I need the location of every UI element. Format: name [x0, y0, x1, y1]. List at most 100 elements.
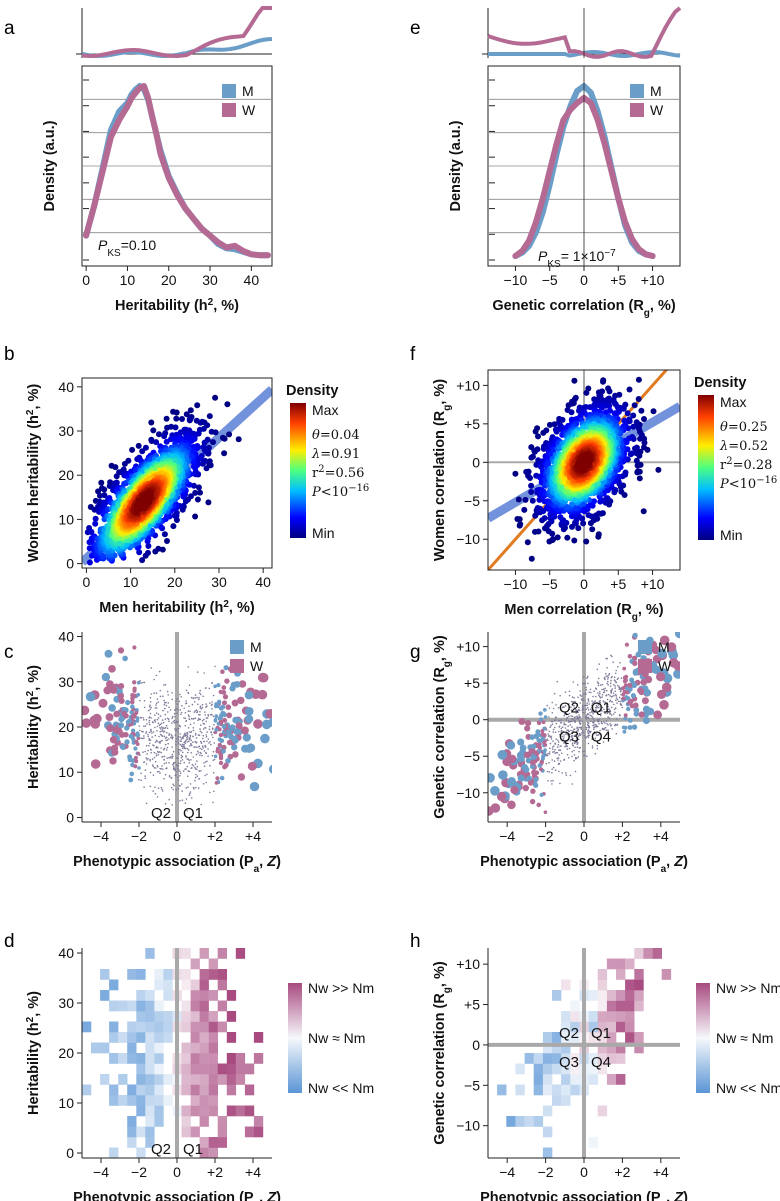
panel-g-point	[556, 752, 559, 754]
panel-c-point	[265, 709, 272, 719]
panel-g-point	[590, 708, 592, 710]
panel-f-point	[575, 525, 582, 532]
panel-g-point	[597, 734, 600, 736]
panel-c-point	[174, 761, 176, 764]
panel-g-point	[548, 707, 551, 709]
panel-g-point	[554, 716, 557, 718]
panel-c-point	[225, 729, 232, 735]
panel-e-legend-men-label: M	[650, 83, 662, 99]
panel-f-ytick-label: −5	[464, 493, 480, 509]
panel-g-point	[622, 729, 627, 734]
panel-c-point	[184, 768, 186, 770]
panel-f-lambda: λ=0.52	[719, 439, 768, 454]
panel-c-point	[151, 732, 153, 734]
panel-c-point	[184, 747, 186, 750]
panel-g-point	[548, 730, 551, 733]
panel-c-point	[168, 734, 170, 736]
panel-c-point	[189, 734, 192, 737]
panel-g-point	[600, 709, 603, 712]
panel-g-point	[609, 682, 612, 684]
panel-d-cell	[145, 1137, 155, 1148]
panel-c-point	[130, 728, 136, 733]
panel-g-point	[641, 697, 649, 705]
panel-g-point	[604, 726, 607, 729]
panel-c-point	[165, 739, 167, 742]
panel-b-point	[173, 409, 180, 416]
panel-c-point	[177, 741, 179, 743]
panel-c-point	[179, 748, 181, 751]
panel-g-point	[622, 666, 627, 671]
panel-c-point	[203, 672, 205, 674]
panel-c-point	[199, 707, 201, 709]
panel-g-point	[618, 685, 620, 688]
panel-b-point	[208, 428, 215, 435]
panel-g-point	[606, 722, 608, 725]
panel-c-point	[169, 756, 171, 759]
panel-c-point	[140, 779, 142, 782]
panel-g-point	[603, 721, 605, 723]
panel-c-point	[153, 692, 155, 694]
panel-g-point	[631, 724, 638, 730]
panel-c-point	[176, 707, 178, 710]
panel-c-point	[163, 755, 166, 758]
panel-f-point	[579, 459, 586, 466]
panel-c-point	[184, 735, 187, 737]
panel-g-point	[553, 750, 555, 753]
panel-c-point	[188, 715, 190, 718]
panel-c-point	[196, 746, 198, 748]
panel-b-point	[168, 423, 175, 430]
panel-g-point	[579, 690, 581, 692]
panel-c-point	[150, 717, 152, 719]
panel-f-point	[551, 421, 558, 428]
panel-c-point	[163, 762, 166, 765]
panel-c-ytick-label: 40	[58, 629, 74, 645]
panel-c-point	[189, 745, 191, 747]
panel-d-cell	[109, 1084, 119, 1096]
panel-g-point	[571, 711, 573, 713]
panel-g-point	[642, 705, 651, 713]
panel-g-point	[617, 700, 620, 703]
panel-g-point	[571, 750, 573, 753]
panel-c-point	[181, 705, 183, 707]
panel-c-point	[128, 733, 134, 739]
panel-c-point	[171, 746, 174, 748]
panel-c-point	[143, 725, 145, 727]
panel-g-point	[542, 749, 547, 754]
panel-g-point	[562, 739, 564, 742]
panel-c-point	[148, 719, 151, 722]
panel-c-ytick-label: 10	[58, 764, 74, 780]
panel-g-point	[587, 682, 589, 685]
panel-c-point	[213, 723, 215, 726]
panel-g-point	[596, 747, 599, 750]
panel-c-legend-men-swatch	[230, 640, 244, 654]
panel-c-point	[171, 804, 173, 806]
panel-c-point	[156, 718, 159, 721]
panel-g-point	[607, 680, 609, 683]
panel-c-point	[185, 700, 187, 702]
panel-c-point	[253, 719, 263, 729]
panel-a-xtick-label: 10	[120, 272, 136, 288]
panel-b-plot-area	[82, 386, 272, 566]
panel-c-point	[177, 748, 180, 751]
panel-d-cell	[109, 1095, 119, 1106]
panel-c-point	[211, 714, 213, 716]
panel-g-point	[613, 676, 616, 678]
panel-a-xtick-label: 30	[202, 272, 218, 288]
panel-c-point	[158, 770, 160, 773]
panel-g-point	[592, 718, 594, 720]
panel-c-point	[128, 777, 134, 783]
panel-g-point	[621, 725, 626, 730]
panel-b-point	[145, 543, 152, 549]
panel-c-point	[183, 744, 185, 746]
panel-f-point	[591, 498, 597, 505]
panel-c-point	[192, 697, 195, 700]
panel-g-point	[615, 718, 618, 720]
panel-g-point	[587, 716, 590, 718]
panel-c-point	[185, 787, 187, 789]
panel-c-point	[180, 757, 183, 759]
panel-g-point	[555, 751, 557, 754]
panel-g-point	[603, 728, 605, 731]
panel-c-point	[231, 744, 238, 751]
panel-g-point	[653, 710, 662, 720]
panel-c-point	[142, 681, 144, 684]
